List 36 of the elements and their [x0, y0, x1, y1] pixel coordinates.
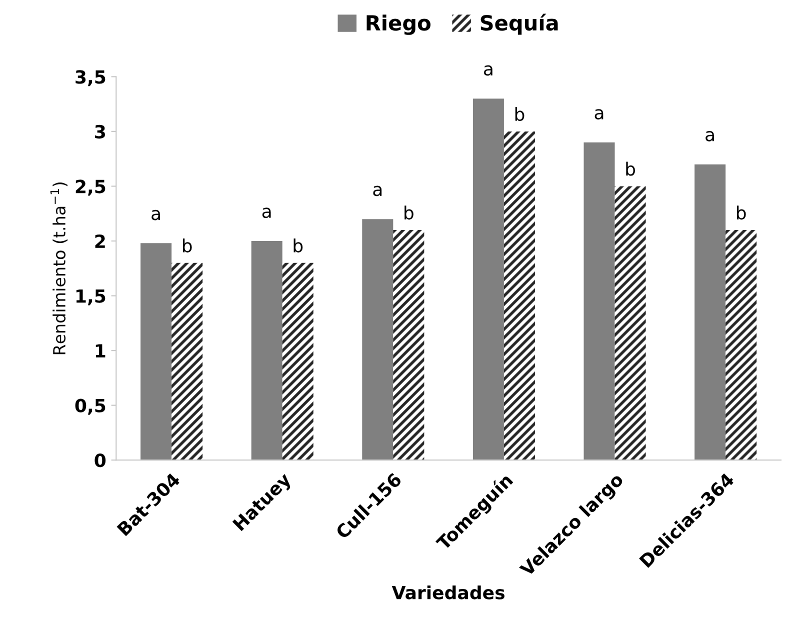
data-label: b: [182, 238, 192, 252]
data-label: b: [404, 206, 414, 220]
data-label: a: [262, 208, 271, 218]
legend-label: Sequía: [480, 14, 558, 35]
bar: [504, 131, 535, 460]
y-tick-label: 2,5: [76, 180, 106, 196]
bar: [472, 98, 504, 460]
data-label: b: [626, 162, 636, 176]
data-label: a: [484, 65, 492, 76]
bar: [251, 240, 282, 460]
bar: [362, 219, 394, 460]
y-tick-label: 1,5: [76, 289, 106, 306]
data-label: b: [736, 206, 746, 220]
legend-label: Riego: [366, 14, 430, 35]
data-label: b: [294, 238, 303, 252]
bar: [393, 230, 424, 460]
y-tick-label: 0,5: [75, 398, 106, 415]
data-label: b: [515, 107, 524, 122]
data-label: a: [594, 109, 604, 120]
y-tick-label: 1: [96, 344, 106, 358]
bar: [614, 186, 646, 460]
x-axis-title: Variedades: [392, 585, 504, 600]
data-label: a: [152, 210, 160, 220]
bar: [694, 164, 726, 460]
bar: [172, 262, 203, 460]
bar: [140, 243, 172, 460]
data-label: a: [706, 131, 714, 142]
data-label: a: [373, 186, 382, 196]
y-tick-label: 3: [95, 124, 105, 139]
y-tick-label: 2: [95, 234, 105, 248]
y-tick-label: 3,5: [76, 70, 106, 86]
y-tick-label: 0: [94, 454, 106, 468]
bar: [282, 262, 314, 460]
bar: [726, 230, 757, 460]
y-axis-title: Rendimiento (t.ha$^{−1}$): [50, 182, 68, 354]
bar: [584, 142, 615, 460]
